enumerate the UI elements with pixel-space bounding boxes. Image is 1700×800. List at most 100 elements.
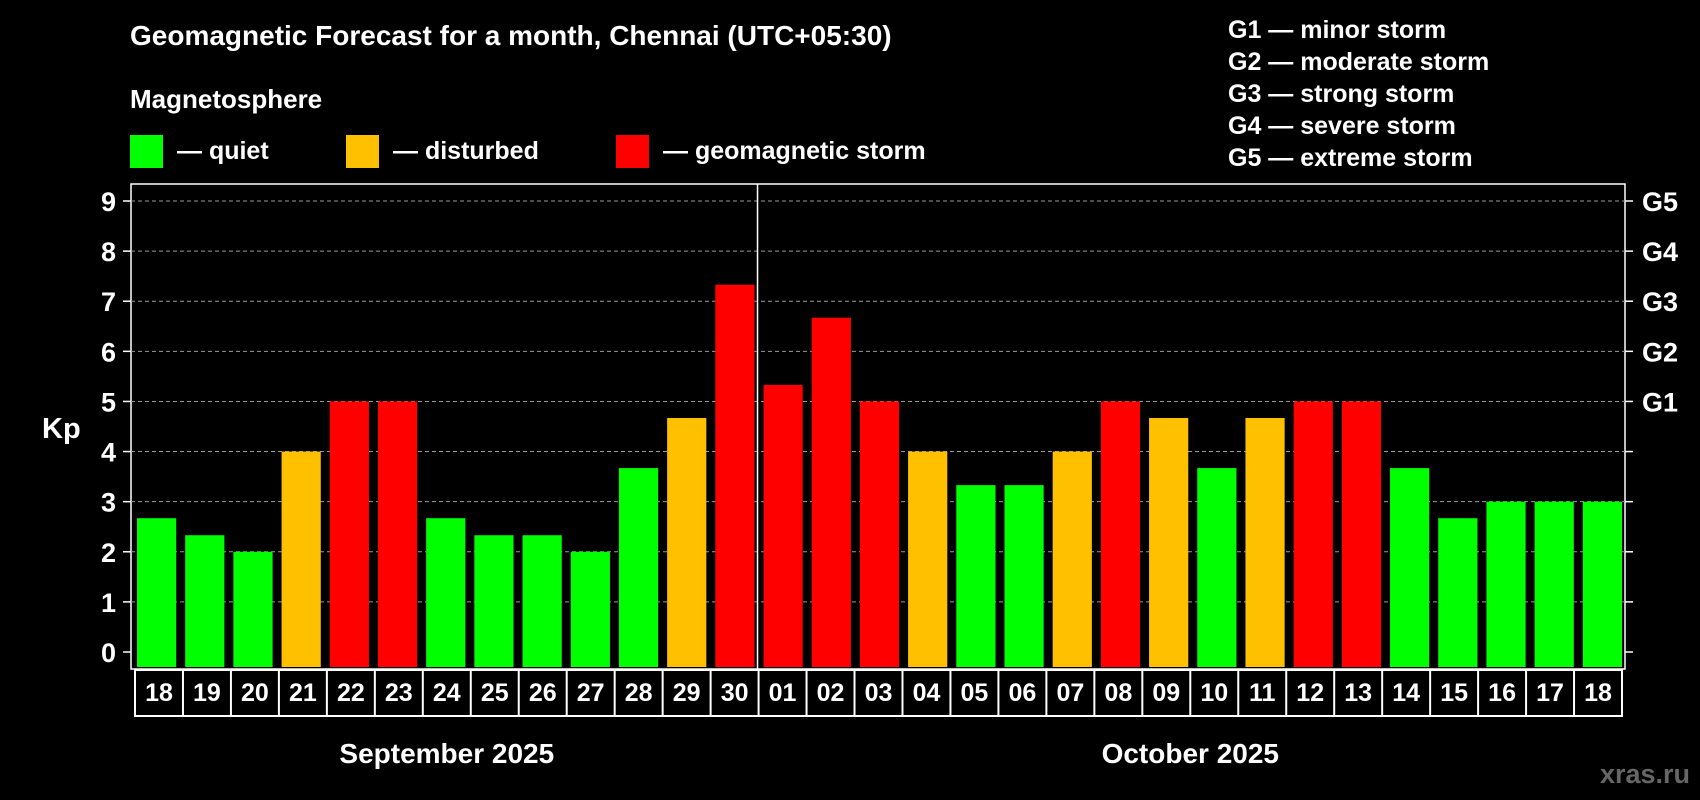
x-tick-label: 25 [481, 679, 509, 707]
x-tick-label: 02 [817, 679, 845, 707]
x-tick-label: 05 [961, 679, 989, 707]
storm-level-g4: G4 — severe storm [1228, 112, 1456, 140]
bar-quiet [570, 551, 610, 667]
x-tick-label: 27 [577, 679, 605, 707]
bar-quiet [1390, 468, 1430, 667]
bar-storm [1293, 401, 1333, 667]
bar-quiet [1004, 485, 1044, 667]
legend-label-storm: — geomagnetic storm [663, 136, 926, 165]
x-tick-label: 26 [529, 679, 557, 707]
bar-quiet [233, 551, 273, 667]
bar-disturbed [908, 451, 948, 667]
x-tick-label: 29 [673, 679, 701, 707]
x-tick-label: 24 [433, 679, 461, 707]
x-tick-label: 14 [1392, 679, 1420, 707]
x-tick-label: 15 [1440, 679, 1468, 707]
legend-item-storm: — geomagnetic storm [616, 134, 926, 168]
bar-storm [377, 401, 418, 667]
g-level-label: G3 [1642, 287, 1678, 317]
g-level-label: G5 [1642, 187, 1678, 217]
legend-item-quiet: — quiet [130, 134, 269, 168]
x-tick-label: 13 [1344, 679, 1372, 707]
x-tick-label: 07 [1056, 679, 1084, 707]
x-tick-label: 22 [337, 679, 365, 707]
legend-label-disturbed: — disturbed [393, 136, 539, 165]
bar-storm [715, 284, 755, 667]
legend-label-quiet: — quiet [177, 136, 269, 165]
y-axis-label: Kp [42, 413, 81, 445]
y-tick-label: 3 [101, 488, 116, 518]
legend-title: Magnetosphere [130, 84, 323, 114]
x-tick-label: 10 [1200, 679, 1228, 707]
bar-quiet [1438, 518, 1478, 667]
bar-disturbed [667, 417, 707, 667]
y-tick-label: 4 [101, 438, 116, 468]
y-tick-label: 8 [101, 237, 116, 267]
x-tick-label: 28 [625, 679, 653, 707]
x-tick-label: 30 [721, 679, 749, 707]
legend-swatch-disturbed [346, 134, 379, 168]
chart-title: Geomagnetic Forecast for a month, Chenna… [130, 20, 892, 51]
g-level-label: G1 [1642, 387, 1678, 417]
x-tick-label: 11 [1249, 679, 1276, 707]
bar-quiet [1486, 501, 1526, 667]
bar-quiet [426, 518, 466, 667]
y-tick-label: 2 [101, 538, 116, 568]
month-label: September 2025 [339, 738, 554, 769]
x-tick-label: 06 [1008, 679, 1036, 707]
storm-level-g3: G3 — strong storm [1228, 80, 1455, 108]
g-level-label: G4 [1642, 237, 1678, 267]
bar-storm [811, 317, 851, 667]
x-tick-label: 23 [385, 679, 413, 707]
y-tick-label: 0 [101, 638, 116, 668]
date-row-frame [134, 669, 1623, 717]
bar-quiet [1534, 501, 1574, 667]
bar-storm [329, 401, 369, 667]
legend-swatch-quiet [130, 134, 163, 168]
storm-level-legend: G1 — minor storm G2 — moderate storm G3 … [1228, 14, 1489, 174]
y-tick-label: 1 [101, 588, 116, 618]
x-tick-label: 08 [1104, 679, 1132, 707]
g-level-label: G2 [1642, 337, 1678, 367]
x-tick-label: 19 [193, 679, 221, 707]
bar-quiet [474, 535, 514, 667]
storm-level-g1: G1 — minor storm [1228, 16, 1447, 44]
legend-swatch-storm [616, 134, 649, 168]
x-tick-label: 12 [1296, 679, 1324, 707]
bar-quiet [185, 535, 225, 667]
bar-quiet [618, 468, 659, 667]
bar-disturbed [281, 451, 321, 667]
x-tick-label: 21 [289, 679, 317, 707]
bar-quiet [1197, 468, 1237, 667]
bar-storm [859, 401, 900, 667]
y-tick-label: 9 [101, 187, 116, 217]
bar-storm [1341, 401, 1382, 667]
bar-disturbed [1052, 451, 1092, 667]
bar-storm [763, 384, 803, 667]
bar-quiet [137, 518, 177, 667]
bar-quiet [522, 535, 562, 667]
bar-quiet [1582, 501, 1622, 667]
bar-quiet [956, 485, 996, 667]
legend-item-disturbed: — disturbed [346, 134, 539, 168]
x-tick-label: 18 [145, 679, 173, 707]
x-tick-label: 18 [1584, 679, 1612, 707]
x-tick-label: 17 [1536, 679, 1564, 707]
x-tick-label: 01 [769, 679, 797, 707]
x-tick-label: 09 [1152, 679, 1180, 707]
storm-level-g5: G5 — extreme storm [1228, 144, 1473, 172]
storm-level-g2: G2 — moderate storm [1228, 48, 1490, 76]
x-tick-label: 03 [865, 679, 893, 707]
x-tick-label: 16 [1488, 679, 1516, 707]
y-tick-label: 5 [101, 387, 116, 417]
bar-disturbed [1149, 417, 1189, 667]
y-tick-label: 6 [101, 337, 116, 367]
month-label: October 2025 [1102, 738, 1279, 769]
bar-storm [1100, 401, 1141, 667]
watermark: xras.ru [1599, 759, 1690, 789]
y-tick-label: 7 [101, 287, 116, 317]
bar-disturbed [1245, 417, 1285, 667]
x-tick-label: 04 [913, 679, 941, 707]
x-tick-label: 20 [241, 679, 269, 707]
